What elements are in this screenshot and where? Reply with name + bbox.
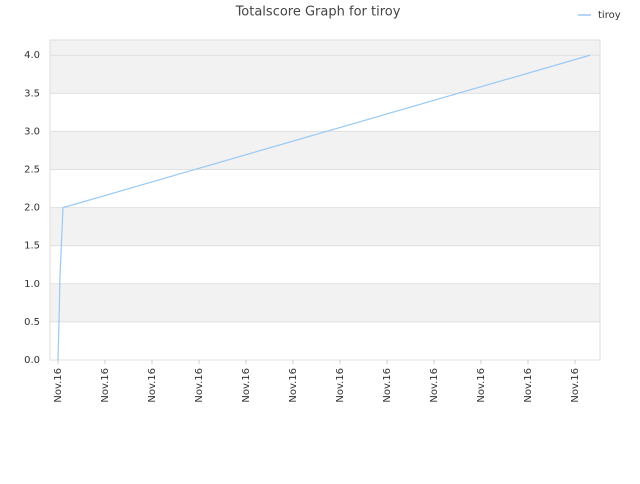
x-tick-label: Nov.16 — [476, 368, 487, 403]
grid-band — [50, 55, 600, 94]
x-tick-label: Nov.16 — [570, 368, 581, 403]
y-tick-label: 1.0 — [24, 279, 40, 290]
y-tick-label: 2.0 — [24, 203, 40, 214]
y-tick-label: 3.0 — [24, 126, 40, 137]
y-tick-label: 3.5 — [24, 88, 40, 99]
grid-band — [50, 131, 600, 170]
grid-band — [50, 207, 600, 246]
x-tick-label: Nov.16 — [335, 368, 346, 403]
grid-band — [50, 283, 600, 322]
line — [57, 54, 591, 361]
chart-title: Totalscore Graph for tiroy — [235, 5, 401, 20]
x-tick-label: Nov.16 — [53, 368, 64, 403]
y-tick-label: 1.5 — [24, 241, 40, 252]
x-tick-label: Nov.16 — [194, 368, 205, 403]
x-tick-label: Nov.16 — [147, 368, 158, 403]
y-tick-label: 4.0 — [24, 50, 40, 61]
y-tick-label: 0.5 — [24, 317, 40, 328]
x-tick-label: Nov.16 — [382, 368, 393, 403]
y-tick-label: 2.5 — [24, 165, 40, 176]
x-tick-label: Nov.16 — [523, 368, 534, 403]
x-tick-label: Nov.16 — [429, 368, 440, 403]
legend-label: tiroy — [598, 10, 621, 21]
grid-band — [50, 40, 600, 56]
x-tick-label: Nov.16 — [241, 368, 252, 403]
x-tick-label: Nov.16 — [288, 368, 299, 403]
y-tick-label: 0.0 — [24, 355, 40, 366]
x-tick-label: Nov.16 — [100, 368, 111, 403]
